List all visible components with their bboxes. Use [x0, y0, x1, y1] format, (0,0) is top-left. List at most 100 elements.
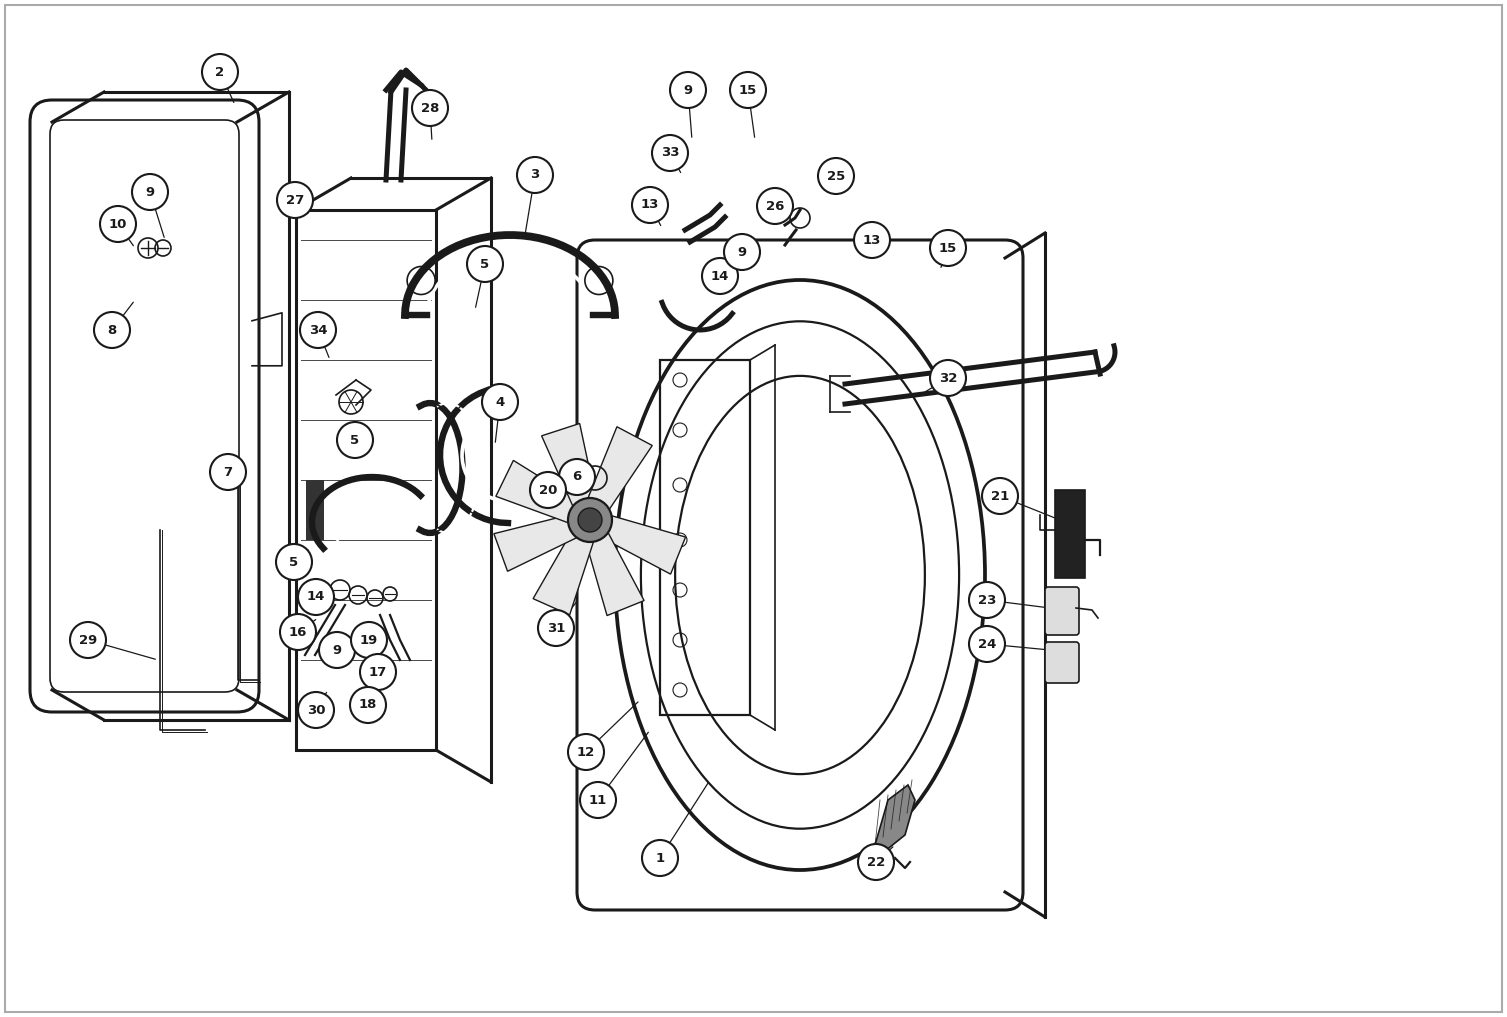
- Circle shape: [298, 579, 335, 615]
- Circle shape: [99, 206, 136, 242]
- Circle shape: [530, 472, 567, 508]
- Text: 9: 9: [684, 83, 693, 97]
- Circle shape: [300, 312, 336, 348]
- Text: 9: 9: [333, 644, 342, 657]
- Text: 24: 24: [978, 638, 996, 651]
- Circle shape: [653, 135, 689, 171]
- Text: 15: 15: [939, 241, 957, 254]
- Text: 13: 13: [864, 234, 882, 246]
- Circle shape: [133, 174, 167, 210]
- Text: 17: 17: [369, 665, 387, 678]
- Circle shape: [350, 687, 386, 723]
- FancyBboxPatch shape: [1044, 642, 1079, 683]
- Circle shape: [482, 384, 518, 420]
- Circle shape: [338, 422, 374, 458]
- Circle shape: [857, 844, 894, 880]
- Circle shape: [642, 840, 678, 876]
- Circle shape: [351, 622, 387, 658]
- Text: 1: 1: [656, 851, 665, 864]
- Text: 15: 15: [738, 83, 757, 97]
- Circle shape: [467, 246, 503, 282]
- Bar: [660, 360, 750, 715]
- Circle shape: [93, 312, 130, 348]
- Text: 9: 9: [737, 245, 746, 258]
- Text: 5: 5: [481, 257, 490, 271]
- Bar: [1055, 490, 1085, 578]
- Circle shape: [202, 54, 238, 89]
- Circle shape: [517, 157, 553, 193]
- Circle shape: [280, 614, 316, 650]
- Text: 9: 9: [146, 185, 155, 198]
- Circle shape: [757, 188, 793, 224]
- Polygon shape: [533, 532, 594, 615]
- Circle shape: [983, 478, 1019, 514]
- Polygon shape: [603, 516, 686, 575]
- Circle shape: [538, 610, 574, 646]
- Circle shape: [298, 692, 335, 728]
- Text: 19: 19: [360, 634, 378, 647]
- Text: 7: 7: [223, 466, 232, 479]
- Text: 3: 3: [530, 169, 540, 181]
- Circle shape: [277, 182, 313, 218]
- Circle shape: [969, 626, 1005, 662]
- Text: 14: 14: [711, 270, 729, 283]
- Text: 33: 33: [660, 146, 680, 160]
- Polygon shape: [588, 427, 653, 510]
- Bar: [295, 210, 436, 750]
- Circle shape: [580, 782, 616, 818]
- Circle shape: [729, 72, 766, 108]
- Text: 6: 6: [573, 471, 582, 483]
- FancyBboxPatch shape: [1044, 587, 1079, 635]
- Circle shape: [631, 187, 668, 223]
- Text: 10: 10: [109, 218, 127, 231]
- Polygon shape: [870, 785, 915, 855]
- Circle shape: [969, 582, 1005, 618]
- Circle shape: [930, 230, 966, 266]
- Circle shape: [671, 72, 705, 108]
- Circle shape: [579, 508, 601, 532]
- Circle shape: [930, 360, 966, 396]
- Polygon shape: [496, 461, 579, 523]
- Circle shape: [702, 258, 738, 294]
- Circle shape: [360, 654, 396, 690]
- Polygon shape: [586, 532, 643, 615]
- Circle shape: [854, 222, 891, 258]
- Text: 23: 23: [978, 594, 996, 606]
- Polygon shape: [541, 423, 595, 506]
- Text: 31: 31: [547, 621, 565, 635]
- Circle shape: [276, 544, 312, 580]
- Circle shape: [209, 454, 246, 490]
- Text: 4: 4: [496, 396, 505, 409]
- Text: 27: 27: [286, 193, 304, 206]
- Text: 22: 22: [867, 855, 885, 869]
- Text: 2: 2: [216, 65, 225, 78]
- Bar: [306, 480, 324, 540]
- Text: 8: 8: [107, 323, 116, 337]
- Text: 29: 29: [78, 634, 96, 647]
- Text: 26: 26: [766, 199, 784, 213]
- Circle shape: [411, 89, 448, 126]
- Circle shape: [319, 632, 356, 668]
- Text: 30: 30: [307, 704, 326, 717]
- Text: 25: 25: [827, 170, 845, 182]
- Text: 13: 13: [640, 198, 659, 212]
- Circle shape: [723, 234, 760, 270]
- Text: 16: 16: [289, 625, 307, 639]
- Text: 18: 18: [359, 699, 377, 712]
- Text: 14: 14: [307, 591, 326, 603]
- Text: 11: 11: [589, 793, 607, 806]
- Polygon shape: [494, 515, 577, 572]
- Circle shape: [818, 158, 854, 194]
- Text: 20: 20: [540, 483, 558, 496]
- Circle shape: [568, 734, 604, 770]
- Text: 34: 34: [309, 323, 327, 337]
- Circle shape: [568, 498, 612, 542]
- Text: 28: 28: [420, 102, 439, 115]
- Text: 21: 21: [992, 489, 1010, 502]
- Circle shape: [559, 459, 595, 495]
- Text: 5: 5: [351, 433, 360, 446]
- Text: 32: 32: [939, 371, 957, 384]
- Text: 5: 5: [289, 555, 298, 569]
- Text: 12: 12: [577, 745, 595, 759]
- Circle shape: [69, 622, 105, 658]
